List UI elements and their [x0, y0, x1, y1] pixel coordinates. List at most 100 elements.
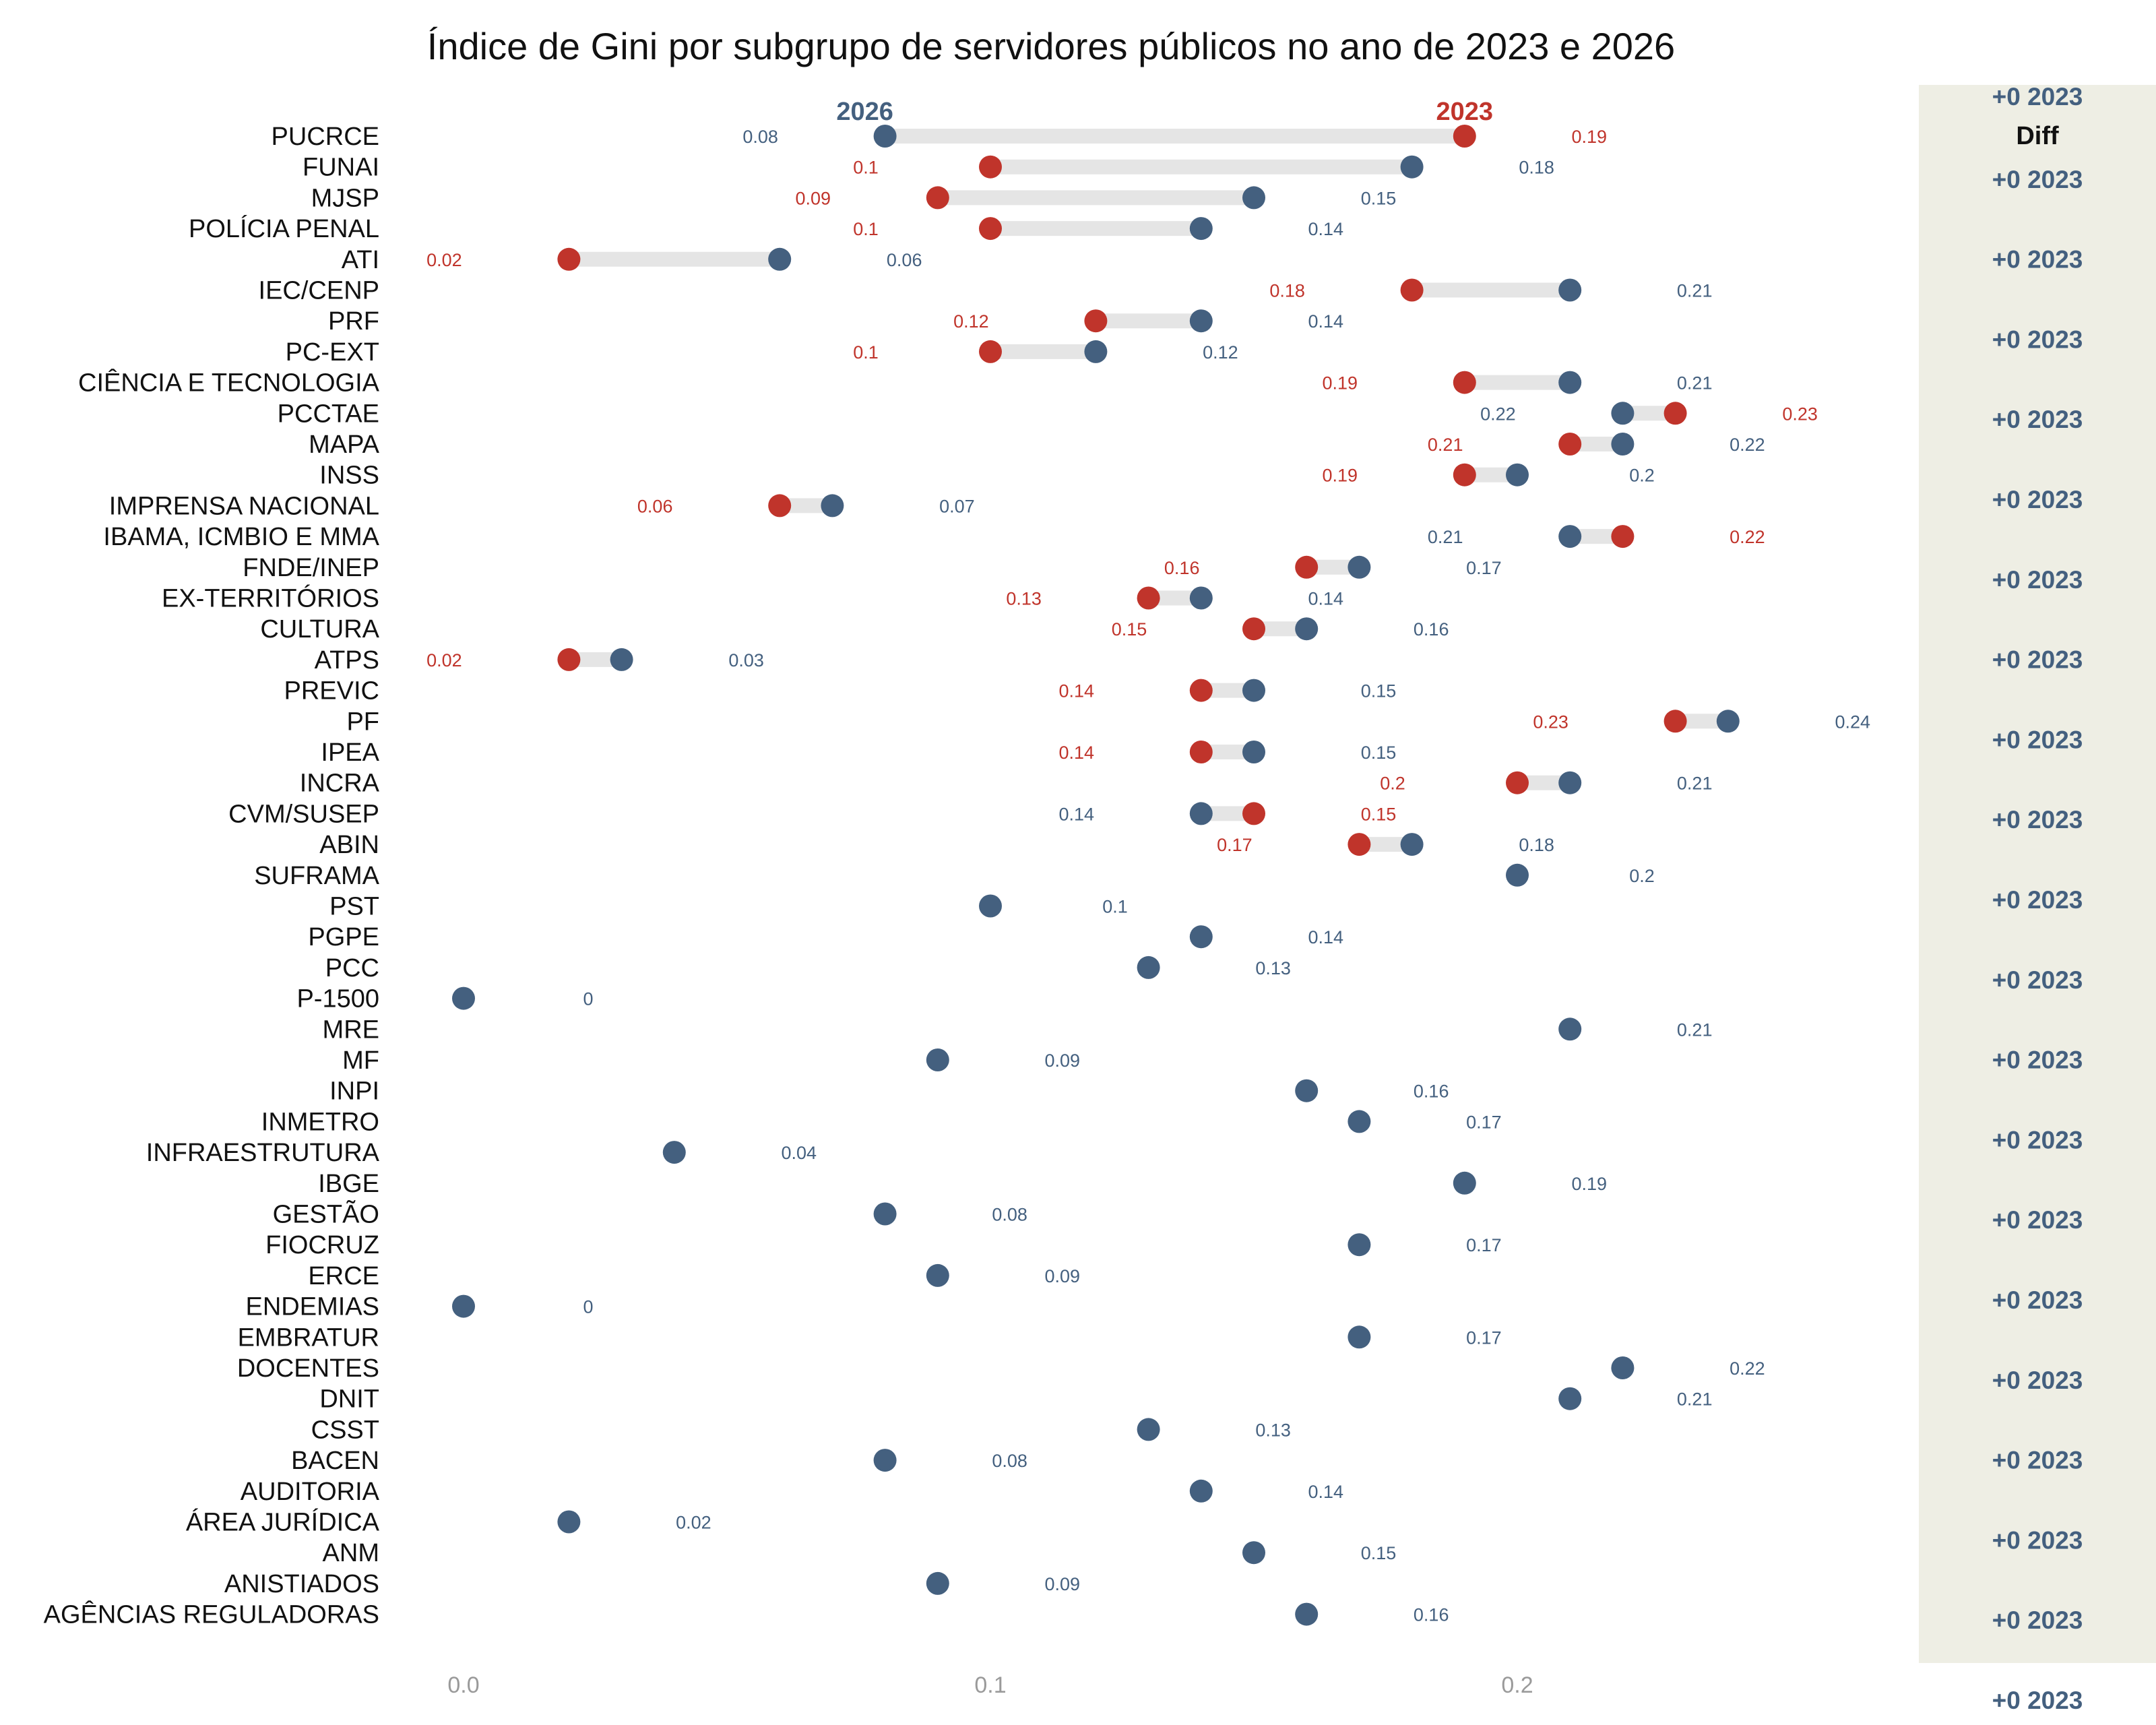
x-tick-label: 0.1 [974, 1672, 1006, 1698]
value-label-2023: 0.19 [1572, 127, 1608, 147]
value-label-2026: 0.16 [1414, 619, 1449, 639]
point-2026 [1558, 1387, 1582, 1410]
point-2023 [979, 155, 1002, 179]
value-label-2026: 0.15 [1361, 681, 1397, 701]
value-label-2026: 0.22 [1730, 1358, 1765, 1379]
value-label-2023: 0.19 [1323, 466, 1358, 486]
category-label: IEC/CENP [259, 277, 379, 305]
diff-label: +0 2023 [1992, 1286, 2083, 1314]
point-2023 [1189, 741, 1213, 763]
category-label: ANM [323, 1539, 379, 1567]
category-label: PUCRCE [272, 123, 379, 151]
value-label-2026: 0.14 [1308, 589, 1344, 609]
point-2026 [1558, 371, 1582, 394]
category-label: DNIT [319, 1385, 379, 1414]
value-label-2023: 0.15 [1361, 804, 1397, 824]
value-label-2026: 0 [583, 989, 593, 1009]
point-2026 [1242, 186, 1265, 210]
legend: 2026 2023 [836, 98, 1493, 126]
value-label-2026: 0.09 [1045, 1266, 1081, 1286]
value-label-2026: 0.2 [1629, 866, 1655, 886]
point-2026 [1137, 955, 1160, 979]
diff-label: +0 2023 [1992, 246, 2083, 274]
value-label-2023: 0.21 [1428, 435, 1463, 455]
point-2026 [1137, 1418, 1160, 1441]
value-label-2026: 0.1 [1102, 897, 1128, 917]
category-label: SUFRAMA [254, 862, 379, 890]
point-2026 [1242, 741, 1265, 763]
chart-title: Índice de Gini por subgrupo de servidore… [427, 25, 1675, 67]
category-label: CULTURA [260, 615, 379, 644]
value-label-2026: 0.18 [1519, 158, 1554, 178]
value-label-2026: 0.15 [1361, 743, 1397, 763]
point-2026 [926, 1263, 949, 1287]
point-2026 [1242, 679, 1265, 702]
value-label-2026: 0.14 [1308, 927, 1344, 947]
value-label-2026: 0.14 [1308, 311, 1344, 332]
value-label-2026: 0.09 [1045, 1050, 1081, 1071]
value-label-2026: 0 [583, 1297, 593, 1317]
point-2023 [979, 217, 1002, 241]
category-label: POLÍCIA PENAL [189, 214, 379, 243]
category-label: AUDITORIA [241, 1478, 380, 1506]
point-2026 [1348, 1110, 1371, 1133]
value-label-2026: 0.04 [782, 1143, 817, 1163]
point-2023 [1400, 278, 1424, 302]
value-label-2026: 0.16 [1414, 1605, 1449, 1625]
value-label-2026: 0.17 [1466, 1327, 1502, 1348]
value-label-2026: 0.21 [1677, 1389, 1713, 1410]
category-label: FNDE/INEP [243, 554, 379, 582]
point-2023 [768, 494, 792, 518]
point-2023 [926, 186, 949, 210]
value-label-2023: 0.15 [1112, 619, 1147, 639]
point-2026 [1295, 1079, 1319, 1102]
value-label-2026: 0.06 [887, 250, 922, 270]
category-label: MF [342, 1046, 379, 1075]
point-2023 [1558, 433, 1582, 456]
point-2026 [1611, 433, 1635, 456]
point-2026 [452, 1294, 475, 1318]
point-2026 [1189, 802, 1213, 825]
value-label-2026: 0.22 [1480, 404, 1516, 424]
point-2026 [768, 247, 792, 271]
value-label-2026: 0.22 [1730, 435, 1765, 455]
category-label: AGÊNCIAS REGULADORAS [44, 1600, 379, 1629]
value-label-2023: 0.2 [1380, 774, 1405, 794]
value-label-2023: 0.12 [953, 311, 989, 332]
point-2026 [1558, 1017, 1582, 1041]
category-label: PF [346, 708, 379, 736]
point-2026 [873, 125, 897, 148]
point-2026 [1189, 586, 1213, 610]
category-label: FUNAI [303, 154, 379, 182]
value-label-2026: 0.15 [1361, 1543, 1397, 1563]
value-label-2026: 0.08 [992, 1205, 1027, 1225]
value-label-2026: 0.2 [1629, 466, 1655, 486]
point-2026 [926, 1048, 949, 1071]
point-2026 [1295, 1602, 1319, 1626]
category-label: CIÊNCIA E TECNOLOGIA [78, 369, 380, 398]
dumbbell-segments [569, 129, 1728, 852]
diff-label: +0 2023 [1992, 726, 2083, 753]
point-2023 [557, 247, 581, 271]
point-2023 [1295, 555, 1319, 579]
diff-label: +0 2023 [1992, 966, 2083, 994]
diff-label: +0 2023 [1992, 1526, 2083, 1554]
value-label-2026: 0.09 [1045, 1574, 1081, 1594]
value-label-2026: 0.17 [1466, 1112, 1502, 1132]
point-2026 [1453, 1171, 1476, 1195]
value-label-2023: 0.1 [853, 342, 879, 363]
category-label: MJSP [311, 184, 379, 212]
value-label-2026: 0.14 [1308, 219, 1344, 239]
category-label: IMPRENSA NACIONAL [109, 492, 379, 520]
point-2026 [1295, 617, 1319, 641]
x-tick-label: 0.2 [1501, 1672, 1533, 1698]
value-label-2026: 0.14 [1059, 804, 1095, 824]
category-label: FIOCRUZ [265, 1231, 379, 1259]
category-label: CSST [311, 1416, 379, 1444]
point-2026 [1506, 463, 1529, 487]
value-label-2026: 0.02 [676, 1513, 711, 1533]
category-label: PRF [328, 307, 379, 336]
legend-2026: 2026 [836, 98, 893, 126]
category-label: INPI [329, 1077, 379, 1106]
